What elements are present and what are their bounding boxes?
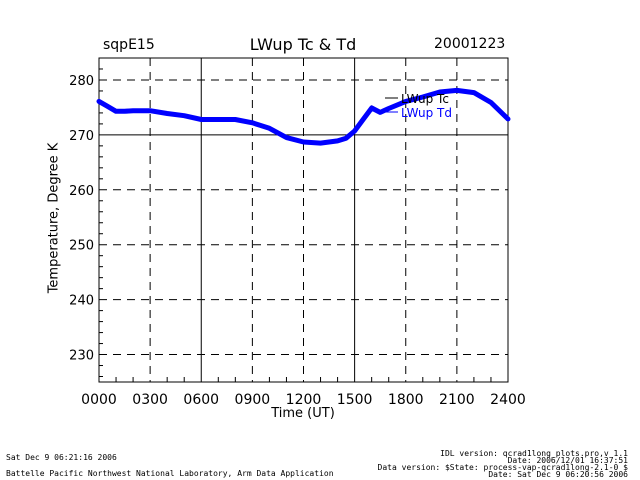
plot-frame — [98, 57, 509, 383]
footer-idl-date: Date: 2006/12/01 16:37:51 — [507, 456, 628, 465]
y-tick-label: 250 — [69, 239, 94, 254]
x-tick-label: 1200 — [286, 392, 322, 408]
x-tick-label: 1800 — [388, 392, 424, 408]
footer-idl-version: IDL version: qcrad1long_plots.pro,v 1.1 — [440, 449, 628, 458]
footer-run-date: Sat Dec 9 06:21:16 2006 — [6, 453, 117, 462]
legend-label: LWup Tc — [401, 92, 449, 106]
station-label: sqpE15 — [103, 37, 155, 53]
legend-label: LWup Td — [401, 106, 452, 120]
x-tick-label: 0900 — [235, 392, 271, 408]
y-tick-label: 240 — [69, 294, 94, 309]
x-tick-label: 0000 — [81, 392, 117, 408]
y-tick-label: 280 — [69, 74, 94, 89]
footer-lab: Battelle Pacific Northwest National Labo… — [6, 469, 334, 478]
chart-grid — [99, 58, 508, 382]
x-tick-label: 1500 — [337, 392, 373, 408]
chart-series — [96, 87, 511, 146]
x-axis-label: Time (UT) — [271, 406, 335, 421]
x-tick-label: 0600 — [183, 392, 219, 408]
y-axis-label: Temperature, Degree K — [46, 142, 62, 294]
x-tick-label: 0300 — [132, 392, 168, 408]
y-tick-label: 270 — [69, 129, 94, 144]
chart-title: LWup Tc & Td — [249, 35, 357, 54]
date-label: 20001223 — [434, 36, 506, 52]
x-tick-label: 2100 — [439, 392, 475, 408]
footer-data-date: Date: Sat Dec 9 06:20:56 2006 — [488, 470, 628, 479]
y-tick-label: 260 — [69, 184, 94, 199]
series-line-lwup-td — [96, 87, 511, 146]
y-tick-label: 230 — [69, 349, 94, 364]
footer-data-version: Data version: $State: process-vap-qcrad1… — [377, 463, 628, 472]
x-tick-label: 2400 — [490, 392, 526, 408]
chart-tick-labels: 0000 0300 0600 0900 1200 1500 1800 2100 2400 230 2… — [69, 74, 526, 408]
chart-ticks — [99, 68, 492, 382]
